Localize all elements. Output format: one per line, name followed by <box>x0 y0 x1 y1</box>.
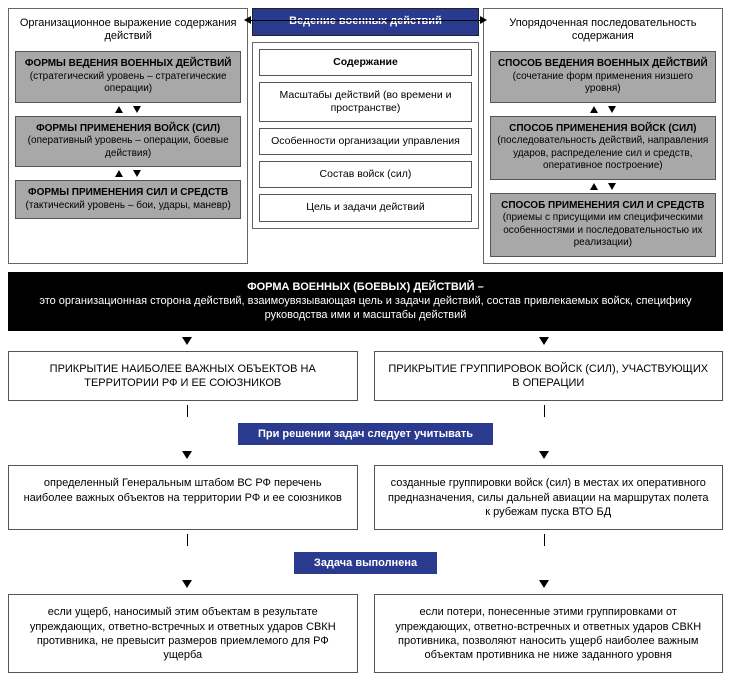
left-box-1-sub: (стратегический уровень – стратегические… <box>30 71 227 95</box>
left-box-2-sub: (оперативный уровень – операции, боевые … <box>28 135 229 159</box>
right-box-2: СПОСОБ ПРИМЕНЕНИЯ ВОЙСК (СИЛ) (последова… <box>490 116 716 180</box>
right-header: Упорядоченная последовательность содержа… <box>490 15 716 45</box>
black-band-text: это организационная сторона действий, вз… <box>39 295 691 321</box>
conn-1 <box>8 407 723 415</box>
mid-column: Ведение военных действий Содержание Масш… <box>252 8 478 264</box>
left-box-2: ФОРМЫ ПРИМЕНЕНИЯ ВОЙСК (СИЛ) (оперативны… <box>15 116 241 168</box>
arrows-1 <box>8 339 723 345</box>
h-connector-top <box>244 16 487 24</box>
lower-r2-right: созданные группировки войск (сил) в мест… <box>374 465 724 530</box>
right-box-1-title: СПОСОБ ВЕДЕНИЯ ВОЕННЫХ ДЕЙСТВИЙ <box>495 58 711 71</box>
arrow-updown-r1 <box>490 106 716 113</box>
right-box-3: СПОСОБ ПРИМЕНЕНИЯ СИЛ И СРЕДСТВ (приемы … <box>490 193 716 257</box>
left-box-3-title: ФОРМЫ ПРИМЕНЕНИЯ СИЛ И СРЕДСТВ <box>20 187 236 200</box>
left-box-1-title: ФОРМЫ ВЕДЕНИЯ ВОЕННЫХ ДЕЙСТВИЙ <box>20 58 236 71</box>
lower-r3-right: если потери, понесенные этими группировк… <box>374 594 724 673</box>
arrows-2 <box>8 453 723 459</box>
black-band: ФОРМА ВОЕННЫХ (БОЕВЫХ) ДЕЙСТВИЙ – это ор… <box>8 272 723 331</box>
mid-item-2: Особенности организации управления <box>259 128 471 155</box>
lower-row-2: определенный Генеральным штабом ВС РФ пе… <box>8 465 723 530</box>
arrows-3 <box>8 582 723 588</box>
left-box-3-sub: (тактический уровень – бои, удары, манев… <box>26 200 231 211</box>
blue-band-2: Задача выполнена <box>294 552 437 574</box>
right-box-2-sub: (последовательность действий, направлени… <box>497 135 708 171</box>
lower-r1-right: ПРИКРЫТИЕ ГРУППИРОВОК ВОЙСК (СИЛ), УЧАСТ… <box>374 351 724 402</box>
mid-item-3: Состав войск (сил) <box>259 161 471 188</box>
blue-band-1: При решении задач следует учитывать <box>238 423 493 445</box>
arrow-updown-l1 <box>15 106 241 113</box>
right-box-1-sub: (сочетание форм применения низшего уровн… <box>513 71 693 95</box>
mid-item-1: Масштабы действий (во времени и простран… <box>259 82 471 122</box>
mid-content-title: Содержание <box>259 49 471 76</box>
mid-content-group: Содержание Масштабы действий (во времени… <box>252 42 478 229</box>
right-column: Упорядоченная последовательность содержа… <box>483 8 723 264</box>
right-box-3-sub: (приемы с присущими им специфическими ос… <box>503 212 703 248</box>
left-column: Организационное выражение содержания дей… <box>8 8 248 264</box>
mid-item-4: Цель и задачи действий <box>259 194 471 221</box>
arrow-updown-l2 <box>15 170 241 177</box>
left-box-2-title: ФОРМЫ ПРИМЕНЕНИЯ ВОЙСК (СИЛ) <box>20 123 236 136</box>
left-box-1: ФОРМЫ ВЕДЕНИЯ ВОЕННЫХ ДЕЙСТВИЙ (стратеги… <box>15 51 241 103</box>
top-section: Организационное выражение содержания дей… <box>8 8 723 264</box>
lower-r1-left: ПРИКРЫТИЕ НАИБОЛЕЕ ВАЖНЫХ ОБЪЕКТОВ НА ТЕ… <box>8 351 358 402</box>
right-box-1: СПОСОБ ВЕДЕНИЯ ВОЕННЫХ ДЕЙСТВИЙ (сочетан… <box>490 51 716 103</box>
arrow-updown-r2 <box>490 183 716 190</box>
black-band-title: ФОРМА ВОЕННЫХ (БОЕВЫХ) ДЕЙСТВИЙ – <box>247 281 484 293</box>
lower-row-3: если ущерб, наносимый этим объектам в ре… <box>8 594 723 673</box>
right-box-3-title: СПОСОБ ПРИМЕНЕНИЯ СИЛ И СРЕДСТВ <box>495 200 711 213</box>
conn-2 <box>8 536 723 544</box>
left-header: Организационное выражение содержания дей… <box>15 15 241 45</box>
right-box-2-title: СПОСОБ ПРИМЕНЕНИЯ ВОЙСК (СИЛ) <box>495 123 711 136</box>
lower-section: ПРИКРЫТИЕ НАИБОЛЕЕ ВАЖНЫХ ОБЪЕКТОВ НА ТЕ… <box>8 339 723 674</box>
lower-r3-left: если ущерб, наносимый этим объектам в ре… <box>8 594 358 673</box>
lower-row-1: ПРИКРЫТИЕ НАИБОЛЕЕ ВАЖНЫХ ОБЪЕКТОВ НА ТЕ… <box>8 351 723 402</box>
left-box-3: ФОРМЫ ПРИМЕНЕНИЯ СИЛ И СРЕДСТВ (тактичес… <box>15 180 241 219</box>
lower-r2-left: определенный Генеральным штабом ВС РФ пе… <box>8 465 358 530</box>
